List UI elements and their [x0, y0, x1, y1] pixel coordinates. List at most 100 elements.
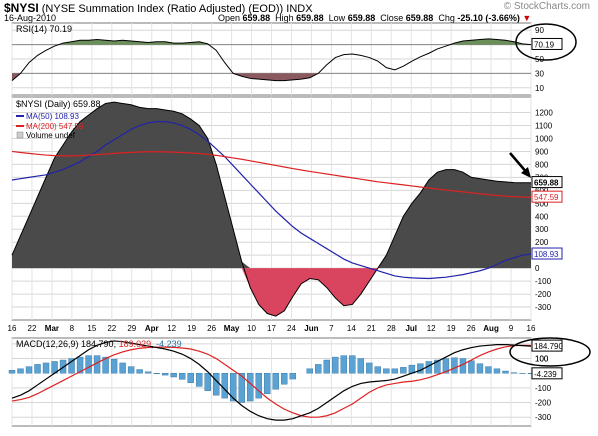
macd-histogram-bar — [272, 373, 279, 390]
rsi-value-box — [531, 37, 563, 50]
macd-histogram-bar — [451, 357, 458, 374]
macd-tick-label: 100 — [535, 355, 549, 364]
macd-histogram-bar — [8, 370, 16, 374]
macd-histogram-bar — [289, 373, 296, 380]
price-tick-label: 500 — [535, 199, 549, 208]
price-tick-label: 1100 — [535, 122, 553, 131]
macd-histogram-bar — [178, 373, 186, 380]
macd-histogram-bar — [136, 369, 143, 374]
price-tick-label: 1200 — [535, 109, 553, 118]
macd-value-box — [531, 367, 563, 380]
x-tick-label: 8 — [70, 324, 75, 333]
chg-down-icon: ▼ — [522, 13, 532, 23]
macd-histogram-bar — [332, 356, 339, 374]
macd-histogram-bar — [323, 359, 331, 374]
x-tick-label: 19 — [187, 324, 196, 333]
x-tick-label: Jul — [405, 324, 417, 333]
macd-histogram-bar — [391, 368, 399, 374]
x-tick-label: 26 — [467, 324, 476, 333]
macd-histogram-bar — [255, 373, 262, 399]
macd-histogram-bar — [221, 373, 228, 399]
x-tick-label: 22 — [107, 324, 116, 333]
rsi-label: RSI(14) 70.19 — [16, 24, 72, 34]
macd-histogram-bar — [144, 371, 152, 374]
macd-histogram-bar — [42, 362, 50, 374]
macd-histogram-bar — [485, 366, 492, 374]
macd-histogram-bar — [102, 356, 109, 374]
macd-tick-label: -100 — [535, 384, 552, 393]
price-tick-label: -200 — [535, 290, 552, 299]
macd-sep: , — [151, 339, 156, 349]
macd-histogram-bar — [374, 366, 382, 374]
watermark: © StockCharts.com — [503, 1, 590, 12]
x-tick-label: May — [224, 324, 240, 333]
rsi-overbought-fill — [63, 39, 208, 45]
macd-histogram-bar — [161, 373, 169, 376]
macd-prefix: MACD(12,26,9) — [16, 339, 81, 349]
price-tick-label: 200 — [535, 238, 549, 247]
macd-histogram-bar — [170, 373, 177, 378]
macd-histogram-bar — [68, 358, 75, 374]
macd-tick-label: -300 — [535, 413, 552, 422]
x-tick-label: 16 — [527, 324, 536, 333]
macd-tick-label: -200 — [535, 399, 552, 408]
chg-label: Chg — [438, 13, 455, 23]
macd-histogram-bar — [281, 373, 288, 385]
macd-histogram-bar — [59, 359, 67, 374]
macd-histogram-bar — [187, 373, 194, 383]
x-tick-label: 15 — [87, 324, 96, 333]
macd-histogram-bar — [25, 366, 33, 374]
open-value: 659.88 — [242, 13, 271, 23]
price-tick-label: 800 — [535, 160, 549, 169]
nysi-area-positive — [12, 102, 531, 269]
price-value-label: 108.93 — [534, 250, 559, 259]
x-tick-label: Aug — [483, 324, 499, 333]
open-label: Open — [218, 13, 241, 23]
macd-histogram-bar — [195, 373, 203, 387]
macd-signal-line — [11, 344, 532, 418]
x-tick-label: 26 — [207, 324, 216, 333]
macd-histogram-bar — [34, 364, 41, 374]
rsi-tick-label: 90 — [535, 26, 544, 35]
macd-histogram-bar — [417, 363, 424, 374]
macd-value-label: -4.239 — [534, 370, 557, 379]
macd-histogram-bar — [238, 373, 245, 403]
macd-histogram-bar — [76, 356, 84, 374]
macd-histogram-bar — [204, 373, 211, 392]
x-tick-label: 29 — [127, 324, 136, 333]
x-tick-label: 12 — [167, 324, 176, 333]
price-tick-label: 400 — [535, 212, 549, 221]
macd-value-label: 184.790 — [534, 342, 563, 351]
macd-histogram-bar — [357, 358, 365, 374]
ma200-legend: MA(200) 547.59 — [26, 122, 84, 131]
x-tick-label: 14 — [347, 324, 356, 333]
x-tick-label: 9 — [509, 324, 514, 333]
macd-tick-label: 100 — [535, 355, 549, 364]
price-tick-label: -300 — [535, 303, 552, 312]
x-tick-label: 21 — [367, 324, 376, 333]
macd-histogram-bar — [17, 368, 24, 374]
x-tick-label: 22 — [28, 324, 37, 333]
macd-value-box — [531, 339, 563, 352]
price-value-box — [531, 176, 563, 189]
chart-date: 16-Aug-2010 — [4, 13, 57, 23]
macd-histogram-bar — [127, 366, 135, 374]
macd-circle-annotation — [509, 337, 591, 367]
symbol: $NYSI — [4, 1, 39, 15]
ohlc-line: Open 659.88 High 659.88 Low 659.88 Close… — [218, 13, 531, 23]
price-legend: $NYSI (Daily) 659.88 — [16, 99, 101, 109]
x-tick-label: Apr — [145, 324, 159, 333]
macd-histogram-bar — [383, 368, 390, 374]
nysi-area-negative — [12, 268, 531, 317]
price-value-box — [531, 247, 563, 260]
hist-value: -4.239 — [156, 339, 182, 349]
x-tick-label: Jun — [304, 324, 318, 333]
close-value: 659.88 — [405, 13, 434, 23]
volume-legend-swatch — [16, 131, 24, 139]
x-tick-label: 19 — [447, 324, 456, 333]
macd-histogram-bar — [212, 373, 220, 396]
volume-legend: Volume undef — [26, 131, 76, 140]
price-tick-label: 300 — [535, 225, 549, 234]
x-tick-label: 10 — [247, 324, 256, 333]
x-tick-label: 24 — [287, 324, 296, 333]
